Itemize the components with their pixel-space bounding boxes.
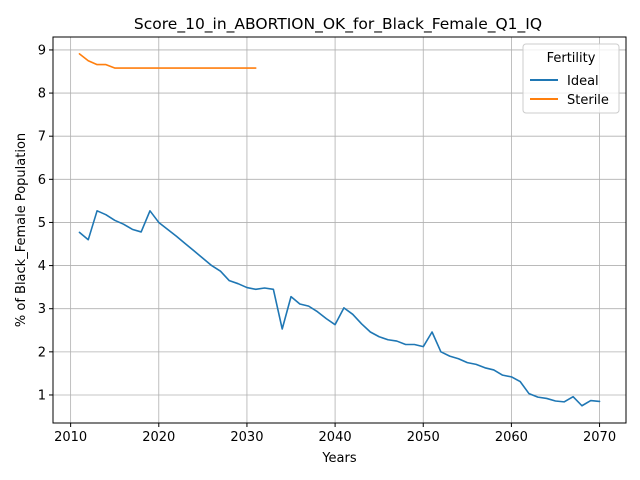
y-tick-label: 1	[38, 388, 46, 403]
legend-label-ideal: Ideal	[567, 74, 599, 89]
x-tick-label: 2070	[583, 430, 616, 445]
legend: Fertility Ideal Sterile	[523, 44, 619, 113]
x-tick-label: 2060	[495, 430, 528, 445]
x-tick-label: 2010	[54, 430, 87, 445]
y-tick-label: 2	[38, 345, 46, 360]
x-tick-label: 2040	[319, 430, 352, 445]
chart-title: Score_10_in_ABORTION_OK_for_Black_Female…	[134, 15, 542, 34]
y-axis-label: % of Black_Female Population	[14, 133, 29, 327]
x-axis-label: Years	[321, 451, 357, 466]
legend-label-sterile: Sterile	[567, 93, 609, 108]
x-tick-label: 2020	[142, 430, 175, 445]
y-tick-label: 8	[38, 87, 46, 102]
y-tick-label: 7	[38, 130, 46, 145]
y-tick-label: 5	[38, 216, 46, 231]
y-tick-label: 6	[38, 173, 46, 188]
y-tick-label: 4	[38, 259, 46, 274]
x-tick-label: 2050	[407, 430, 440, 445]
x-tick-label: 2030	[230, 430, 263, 445]
y-tick-label: 9	[38, 43, 46, 58]
legend-title: Fertility	[547, 51, 596, 66]
y-tick-label: 3	[38, 302, 46, 317]
